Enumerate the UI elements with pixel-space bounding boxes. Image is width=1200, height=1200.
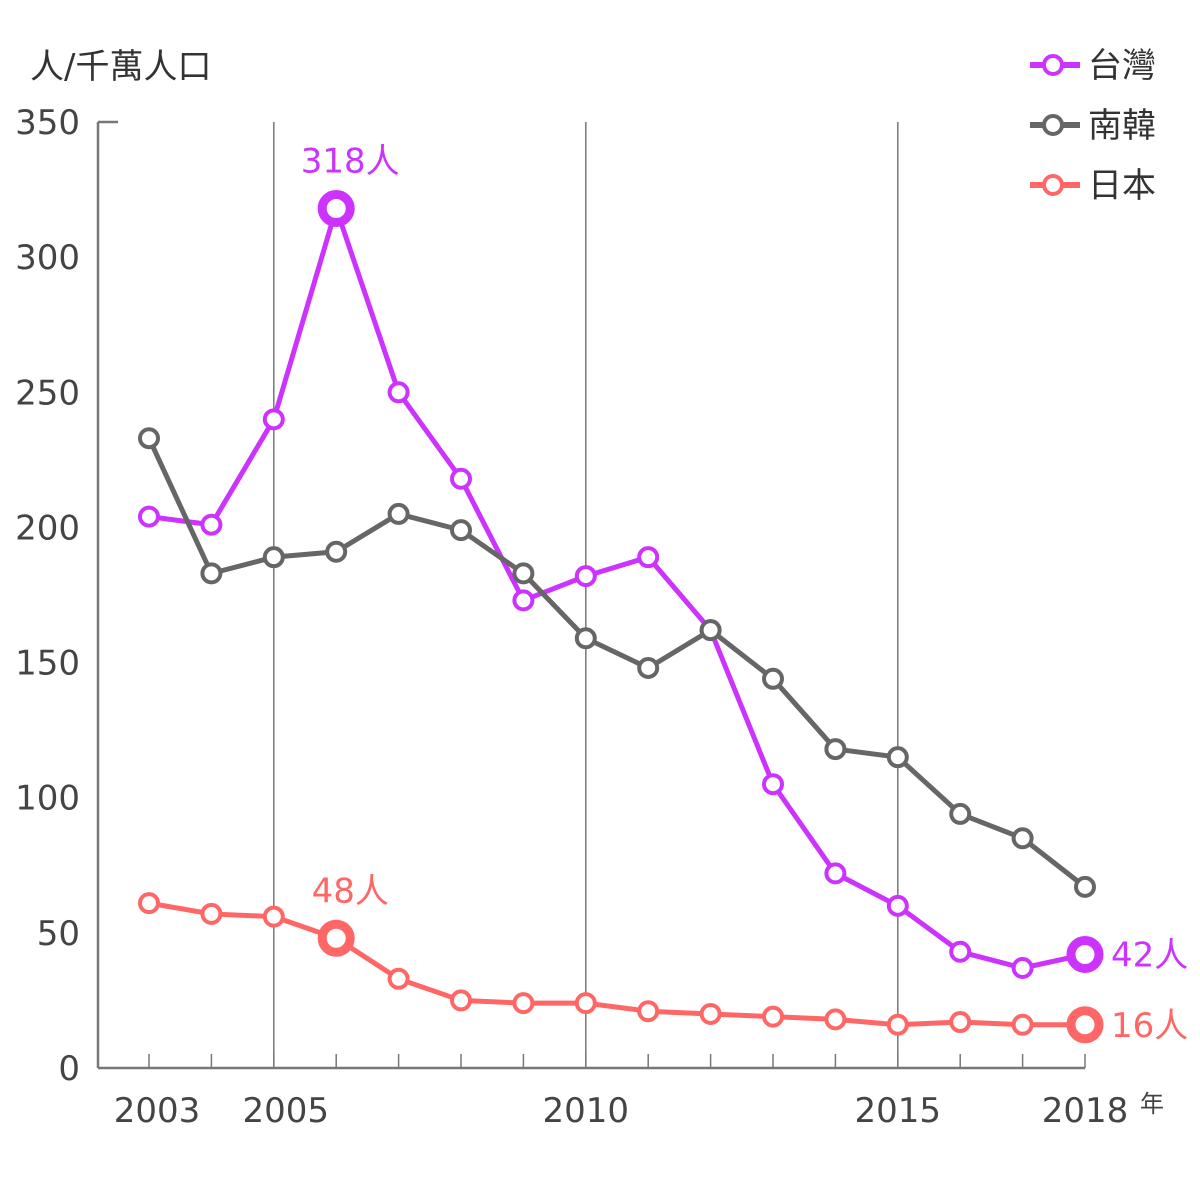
legend-swatch-marker	[1042, 54, 1064, 76]
series-line	[146, 437, 1087, 889]
x-tick-label: 2005	[243, 1091, 330, 1131]
data-point	[574, 627, 597, 650]
data-point	[200, 562, 223, 585]
data-point	[637, 546, 660, 569]
data-point	[387, 381, 410, 404]
data-point	[762, 667, 784, 690]
y-tick-label: 200	[15, 508, 80, 548]
data-point	[138, 427, 160, 450]
data-point	[512, 589, 535, 612]
y-tick-label: 250	[15, 373, 80, 413]
data-point	[1011, 827, 1034, 850]
data-point	[824, 862, 847, 885]
legend-item: 日本	[1030, 166, 1156, 206]
legend-swatch-marker	[1042, 174, 1064, 196]
legend-swatch-marker	[1042, 114, 1064, 136]
series-南韓	[138, 427, 1096, 898]
data-point	[574, 565, 597, 588]
y-tick-label: 50	[37, 914, 80, 954]
series-日本: 48人 16人	[138, 871, 1188, 1046]
data-label: 318人	[301, 141, 400, 181]
series-line	[148, 900, 1085, 1028]
data-point	[886, 1013, 909, 1036]
data-point	[699, 619, 722, 642]
legend-label: 日本	[1088, 166, 1156, 206]
data-point	[886, 746, 909, 769]
data-point	[512, 562, 535, 585]
legend-label: 南韓	[1088, 106, 1156, 146]
y-tick-label: 0	[58, 1049, 80, 1089]
data-point	[450, 989, 472, 1012]
y-axis-label: 人/千萬人口	[30, 47, 211, 87]
data-point	[949, 1011, 972, 1034]
data-point	[262, 408, 285, 431]
data-point	[574, 992, 597, 1015]
legend-label: 台灣	[1088, 46, 1156, 86]
data-point	[949, 802, 972, 825]
series-line	[148, 205, 1086, 971]
data-point	[450, 519, 472, 542]
x-tick-label: 2015	[855, 1091, 942, 1131]
data-point	[762, 1005, 784, 1028]
data-label: 48人	[312, 871, 389, 911]
data-point	[1011, 956, 1034, 979]
y-tick-label: 100	[15, 779, 80, 819]
series-台灣: 318人 42人	[138, 141, 1188, 979]
x-tick-label: 2003	[114, 1091, 201, 1131]
y-tick-label: 150	[15, 644, 80, 684]
data-point	[1066, 935, 1104, 973]
data-point	[200, 513, 223, 536]
data-point	[317, 919, 355, 957]
data-point	[262, 905, 285, 928]
data-point	[824, 738, 847, 761]
data-point	[200, 902, 223, 925]
data-label: 16人	[1111, 1006, 1188, 1046]
legend-item: 南韓	[1030, 106, 1156, 146]
data-point	[387, 967, 410, 990]
data-point	[262, 546, 285, 569]
data-point	[699, 1002, 722, 1025]
data-point	[637, 656, 660, 679]
data-point	[317, 189, 355, 227]
data-point	[1074, 875, 1096, 898]
legend-item: 台灣	[1030, 46, 1156, 86]
data-point	[387, 502, 410, 525]
data-point	[762, 773, 784, 796]
data-point	[949, 940, 972, 963]
x-tick-label: 2010	[543, 1091, 630, 1131]
y-tick-label: 350	[15, 103, 80, 143]
x-tick-label: 2018	[1042, 1091, 1129, 1131]
data-point	[512, 992, 535, 1015]
data-point	[450, 467, 472, 490]
data-point	[1011, 1013, 1034, 1036]
data-label: 42人	[1111, 935, 1188, 975]
data-point	[325, 540, 348, 563]
y-tick-label: 300	[15, 238, 80, 278]
data-point	[138, 892, 160, 915]
data-point	[1066, 1006, 1104, 1044]
data-point	[886, 894, 909, 917]
x-unit-label: 年	[1140, 1090, 1164, 1118]
data-point	[138, 505, 160, 528]
data-point	[637, 1000, 660, 1023]
data-point	[824, 1008, 847, 1031]
